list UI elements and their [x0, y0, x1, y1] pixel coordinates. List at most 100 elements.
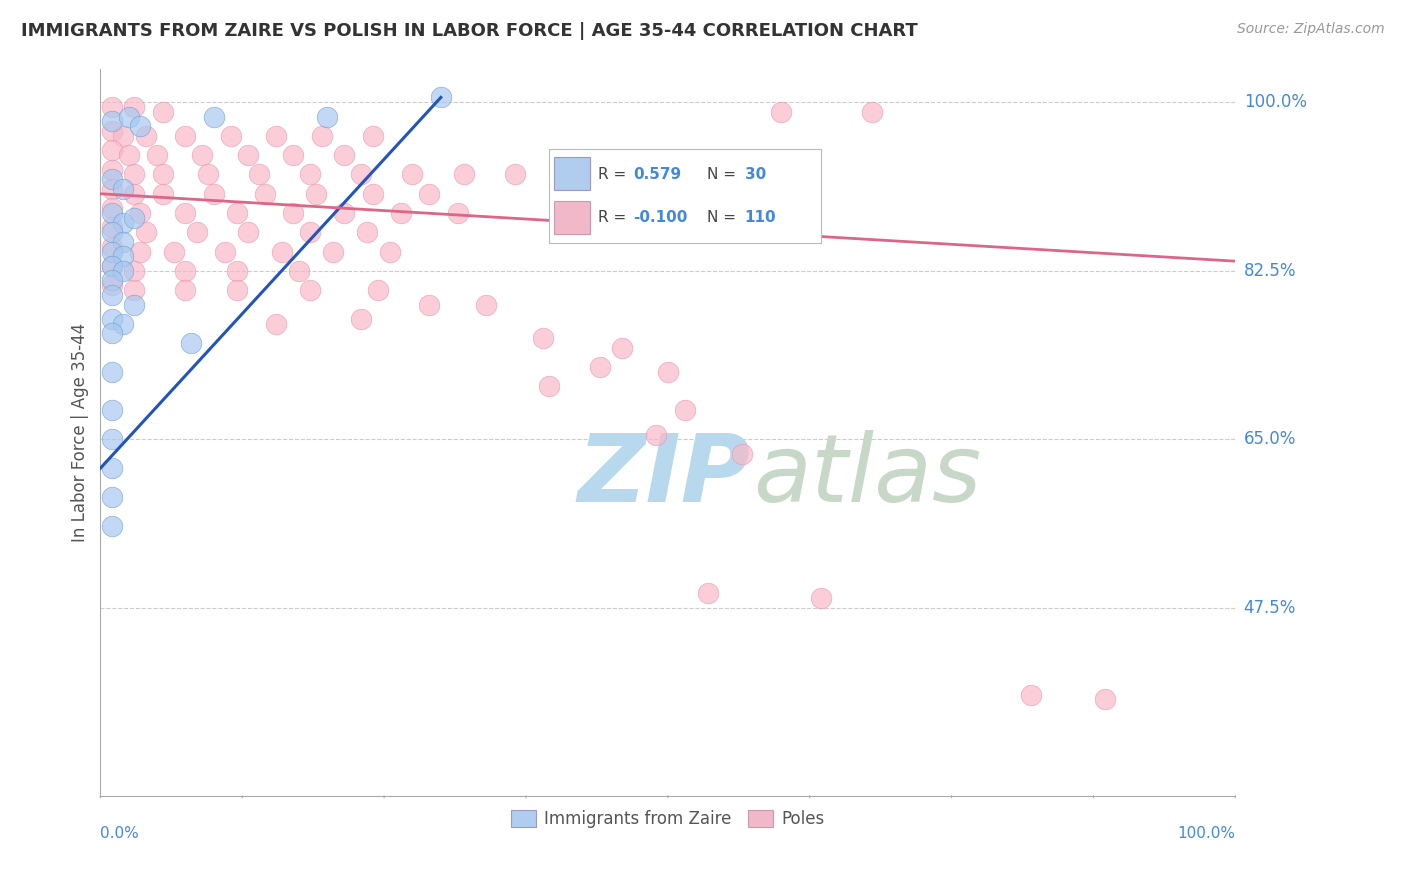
Point — [100, 365, 122, 379]
Point — [146, 148, 169, 162]
Point — [100, 240, 122, 254]
Point — [356, 225, 378, 239]
Text: atlas: atlas — [754, 430, 981, 521]
Point — [100, 259, 122, 273]
Point — [225, 283, 247, 297]
Point — [124, 283, 146, 297]
Point — [100, 162, 122, 177]
Point — [305, 186, 328, 201]
Point — [100, 206, 122, 220]
Text: ZIP: ZIP — [576, 430, 749, 522]
Text: IMMIGRANTS FROM ZAIRE VS POLISH IN LABOR FORCE | AGE 35-44 CORRELATION CHART: IMMIGRANTS FROM ZAIRE VS POLISH IN LABOR… — [21, 22, 918, 40]
Point — [503, 168, 526, 182]
Point — [112, 317, 135, 331]
Point — [100, 519, 122, 533]
Point — [333, 206, 356, 220]
Point — [253, 186, 276, 201]
Point — [100, 100, 122, 114]
Point — [112, 235, 135, 249]
Point — [657, 365, 679, 379]
Point — [197, 168, 219, 182]
Point — [124, 264, 146, 278]
Point — [174, 206, 197, 220]
Point — [283, 206, 305, 220]
Point — [299, 168, 322, 182]
Point — [361, 186, 384, 201]
Legend: Immigrants from Zaire, Poles: Immigrants from Zaire, Poles — [505, 803, 831, 835]
Point — [118, 148, 141, 162]
Point — [299, 283, 322, 297]
Text: 47.5%: 47.5% — [1244, 599, 1296, 617]
Point — [191, 148, 214, 162]
Point — [174, 128, 197, 143]
Point — [100, 403, 122, 417]
Point — [124, 100, 146, 114]
Point — [589, 360, 612, 375]
Point — [401, 168, 423, 182]
Text: 100.0%: 100.0% — [1244, 94, 1306, 112]
Point — [730, 447, 752, 461]
Point — [860, 104, 883, 119]
Point — [100, 312, 122, 326]
Point — [299, 225, 322, 239]
Point — [100, 114, 122, 128]
Point — [112, 264, 135, 278]
Point — [612, 341, 634, 355]
Point — [100, 273, 122, 287]
Point — [531, 331, 554, 345]
Point — [100, 182, 122, 196]
Point — [124, 168, 146, 182]
Point — [214, 244, 236, 259]
Point — [247, 168, 270, 182]
Point — [124, 211, 146, 225]
Point — [1094, 692, 1116, 706]
Point — [100, 220, 122, 235]
Point — [118, 110, 141, 124]
Point — [389, 206, 412, 220]
Point — [283, 148, 305, 162]
Point — [350, 168, 373, 182]
Point — [418, 186, 440, 201]
Point — [645, 427, 668, 442]
Point — [152, 168, 174, 182]
Point — [100, 201, 122, 215]
Text: 82.5%: 82.5% — [1244, 261, 1296, 280]
Point — [219, 128, 242, 143]
Point — [112, 249, 135, 263]
Point — [350, 312, 373, 326]
Point — [236, 225, 259, 239]
Point — [174, 283, 197, 297]
Point — [152, 186, 174, 201]
Point — [202, 186, 225, 201]
Point — [129, 206, 152, 220]
Point — [163, 244, 186, 259]
Point — [100, 144, 122, 158]
Point — [174, 264, 197, 278]
Point — [100, 124, 122, 138]
Point — [202, 110, 225, 124]
Point — [100, 461, 122, 475]
Point — [180, 336, 202, 351]
Point — [100, 490, 122, 504]
Point — [810, 591, 832, 606]
Point — [112, 216, 135, 230]
Point — [100, 278, 122, 293]
Point — [333, 148, 356, 162]
Point — [129, 244, 152, 259]
Point — [112, 182, 135, 196]
Point — [186, 225, 208, 239]
Point — [316, 110, 339, 124]
Point — [100, 172, 122, 186]
Point — [152, 104, 174, 119]
Point — [378, 244, 401, 259]
Text: Source: ZipAtlas.com: Source: ZipAtlas.com — [1237, 22, 1385, 37]
Point — [100, 244, 122, 259]
Point — [475, 297, 498, 311]
Text: 0.0%: 0.0% — [100, 826, 139, 841]
Point — [271, 244, 294, 259]
Point — [288, 264, 311, 278]
Point — [418, 297, 440, 311]
Point — [100, 433, 122, 447]
Point — [100, 288, 122, 302]
Point — [264, 317, 287, 331]
